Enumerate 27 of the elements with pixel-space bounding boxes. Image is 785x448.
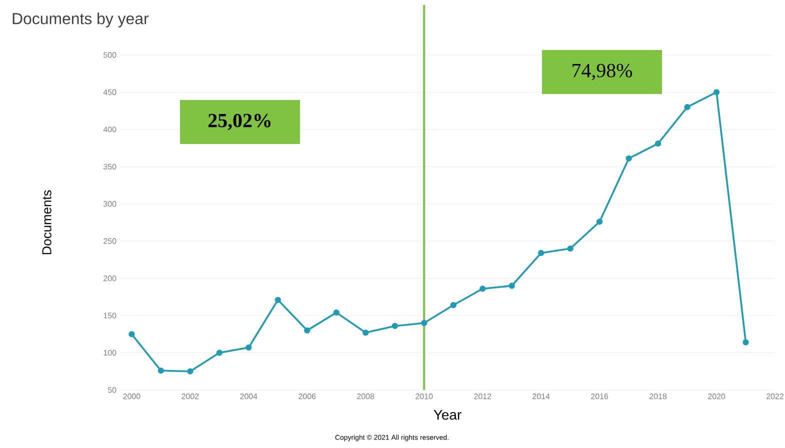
point <box>450 302 456 308</box>
point <box>304 327 310 334</box>
point <box>216 350 223 356</box>
point <box>362 330 369 336</box>
y-axis-title: Documents <box>42 190 52 254</box>
point <box>684 104 690 110</box>
point <box>713 89 720 96</box>
point <box>392 322 398 330</box>
x-axis-title: Year <box>434 410 462 420</box>
point <box>128 331 135 338</box>
annotation: 25,02% <box>208 114 271 130</box>
annotation: 74,98% <box>572 64 632 80</box>
point <box>508 282 515 289</box>
point <box>246 344 252 351</box>
point <box>742 339 749 346</box>
chart-title: Documents by year <box>12 12 149 28</box>
point <box>274 296 281 303</box>
point <box>158 368 164 374</box>
point <box>333 309 340 316</box>
point <box>596 218 603 225</box>
point <box>567 245 574 252</box>
point <box>421 320 428 326</box>
point <box>654 140 662 147</box>
point <box>480 286 486 292</box>
point <box>187 368 194 374</box>
point <box>538 250 544 256</box>
point <box>626 155 632 162</box>
